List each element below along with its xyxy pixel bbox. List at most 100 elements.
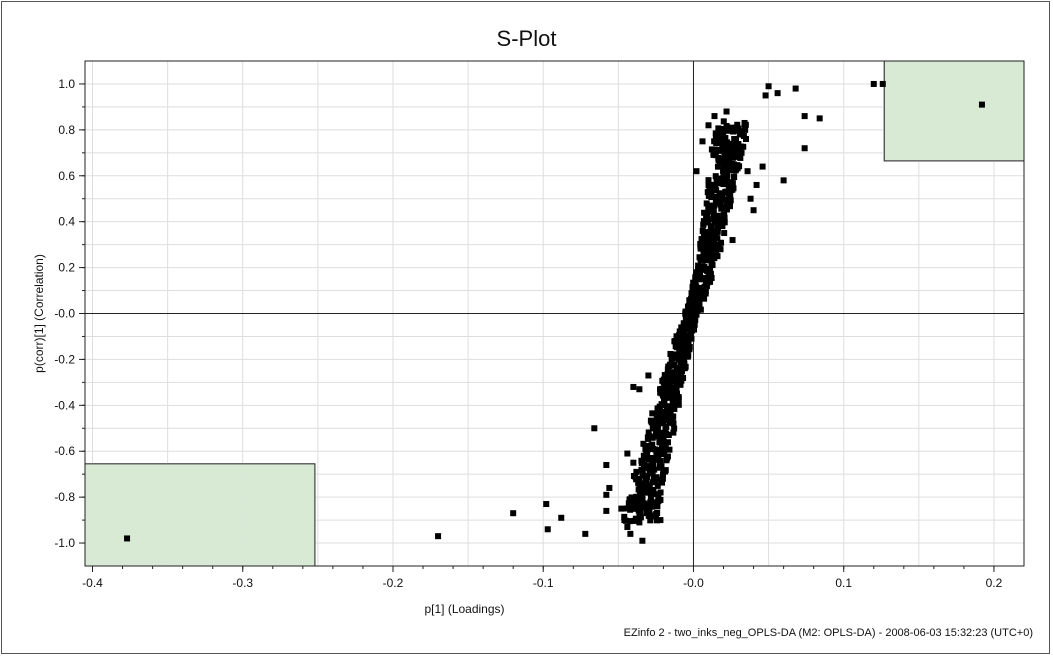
data-point: [704, 219, 711, 226]
data-point: [626, 518, 633, 525]
data-point: [677, 375, 684, 382]
data-point: [710, 208, 717, 215]
data-point: [675, 379, 682, 386]
data-point: [705, 122, 712, 129]
data-point: [661, 408, 668, 415]
data-point: [646, 456, 653, 463]
data-point: [696, 254, 703, 261]
data-point: [726, 201, 733, 208]
data-point: [701, 295, 708, 302]
data-point: [703, 212, 710, 219]
data-point: [702, 257, 709, 264]
data-point: [636, 386, 643, 393]
data-point: [718, 205, 725, 212]
data-point: [729, 186, 736, 193]
data-point: [731, 136, 738, 143]
data-point: [715, 216, 722, 223]
data-point: [714, 224, 721, 231]
data-point: [661, 429, 668, 436]
data-point: [720, 167, 727, 174]
data-point: [717, 201, 724, 208]
data-point: [543, 501, 550, 508]
data-point: [695, 262, 702, 269]
data-point: [741, 125, 748, 132]
data-point: [648, 513, 655, 520]
data-point: [774, 90, 781, 97]
data-point: [649, 419, 656, 426]
x-axis-label: p[1] (Loadings): [424, 602, 504, 616]
data-point: [626, 496, 633, 503]
data-point: [664, 455, 671, 462]
data-point: [667, 410, 674, 417]
y-tick-label: 0.6: [58, 169, 75, 183]
data-point: [624, 523, 631, 530]
data-point: [729, 237, 736, 244]
data-point: [740, 132, 747, 139]
data-point: [674, 340, 681, 347]
data-point: [653, 415, 660, 422]
data-point: [693, 300, 700, 307]
data-point: [652, 491, 659, 498]
data-point: [661, 398, 668, 405]
data-point: [636, 519, 643, 526]
data-point: [704, 275, 711, 282]
data-point: [670, 369, 677, 376]
data-point: [662, 445, 669, 452]
data-point: [719, 160, 726, 167]
data-point: [648, 444, 655, 451]
data-point: [664, 404, 671, 411]
data-point: [725, 182, 732, 189]
data-point: [735, 153, 742, 160]
data-point: [650, 459, 657, 466]
data-point: [709, 242, 716, 249]
data-point: [738, 149, 745, 156]
data-point: [666, 394, 673, 401]
y-axis-label: p(corr)[1] (Correlation): [32, 254, 46, 373]
data-point: [714, 180, 721, 187]
data-point: [711, 113, 718, 120]
data-point: [708, 184, 715, 191]
data-point: [691, 311, 698, 318]
data-point: [603, 507, 610, 514]
data-point: [638, 457, 645, 464]
data-point: [671, 361, 678, 368]
data-point: [706, 188, 713, 195]
data-point: [717, 246, 724, 253]
data-point: [674, 396, 681, 403]
data-point: [720, 218, 727, 225]
x-tick-label: -0.2: [383, 576, 404, 590]
data-point: [639, 537, 646, 544]
data-point: [680, 352, 687, 359]
data-point: [659, 475, 666, 482]
data-point: [656, 446, 663, 453]
data-point: [978, 101, 985, 108]
data-point: [624, 450, 631, 457]
data-point: [714, 212, 721, 219]
data-point: [713, 196, 720, 203]
data-point: [686, 346, 693, 353]
data-point: [671, 425, 678, 432]
data-point: [632, 505, 639, 512]
data-point: [591, 425, 598, 432]
y-tick-label: 0.4: [58, 215, 75, 229]
data-point: [675, 401, 682, 408]
data-point: [696, 276, 703, 283]
data-point: [673, 333, 680, 340]
data-point: [603, 491, 610, 498]
data-point: [627, 506, 634, 513]
data-point: [679, 339, 686, 346]
data-point: [618, 505, 625, 512]
data-point: [704, 267, 711, 274]
data-point: [654, 405, 661, 412]
data-point: [659, 435, 666, 442]
data-point: [645, 443, 652, 450]
data-point: [683, 311, 690, 318]
data-point: [701, 253, 708, 260]
data-point: [702, 246, 709, 253]
data-point: [658, 389, 665, 396]
data-point: [657, 439, 664, 446]
data-point: [700, 218, 707, 225]
data-point: [723, 108, 730, 115]
data-point: [730, 128, 737, 135]
data-point: [699, 138, 706, 145]
